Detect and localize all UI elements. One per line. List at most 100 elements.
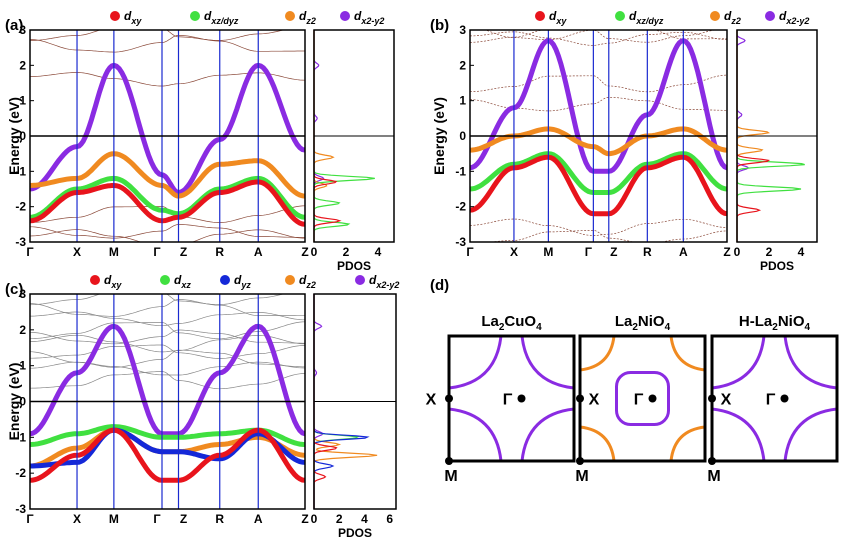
pdos-xlabel: PDOS [760, 259, 794, 273]
legend-label-dxz/dyz: dxz/dyz [629, 9, 664, 26]
kpath-label: Z [723, 245, 730, 259]
gamma-label: Γ [634, 392, 644, 409]
ytick-label: 3 [19, 23, 26, 37]
background-band [30, 334, 305, 353]
pdos-xlabel: PDOS [338, 526, 372, 538]
m-point [445, 457, 453, 465]
legend-dot-dx2-y2 [340, 11, 350, 21]
pdos-xtick-label: 4 [798, 245, 805, 259]
legend-label-dx2-y2: dx2-y2 [369, 273, 399, 290]
pdos-xlabel: PDOS [337, 259, 371, 273]
ytick-label: -3 [15, 502, 26, 516]
pdos-xtick-label: 0 [311, 512, 318, 526]
background-band [30, 344, 305, 359]
legend-label-dz2: dz2 [299, 273, 316, 290]
x-point [708, 394, 716, 403]
background-bands [470, 30, 727, 242]
fermi-box-title: La2CuO4 [481, 313, 542, 333]
ytick-label: -1 [15, 164, 26, 178]
fermi-arc [783, 407, 837, 461]
pdos-frame [313, 29, 395, 243]
fermi-contours [449, 336, 574, 461]
ytick-label: -2 [15, 200, 26, 214]
ytick-label: 3 [19, 287, 26, 301]
ytick-label: 2 [19, 323, 26, 337]
legend-dot-dxy [110, 11, 120, 21]
background-band [470, 74, 727, 93]
legend-label-dxz/dyz: dxz/dyz [204, 9, 239, 26]
legend-label-dyz: dyz [234, 273, 251, 290]
background-band [30, 361, 305, 376]
legend-label-dxy: dxy [104, 273, 122, 290]
x-label: X [721, 392, 732, 409]
m-point [576, 457, 584, 465]
fermi-arc [580, 336, 616, 372]
legend-dot-dxz [160, 275, 170, 285]
kpath-label: X [510, 245, 518, 259]
band-dz2 [30, 151, 305, 199]
legend-label-dx2-y2: dx2-y2 [354, 9, 384, 26]
background-band [30, 349, 305, 368]
pdos-xtick-label: 4 [361, 512, 368, 526]
background-band [470, 31, 727, 46]
y-axis-label: Energy (eV) [431, 97, 447, 175]
pdos-xtick-label: 4 [375, 245, 382, 259]
legend-dot-dz2 [285, 275, 295, 285]
fermi-arc [712, 336, 766, 390]
panel-label: (b) [430, 17, 449, 34]
kpath-label: R [215, 512, 224, 526]
ytick-label: 1 [19, 94, 26, 108]
panel-label: (c) [5, 281, 23, 298]
band-lines [30, 62, 305, 227]
pdos-xtick-label: 2 [766, 245, 773, 259]
background-band [30, 299, 305, 317]
legend-dot-dxz/dyz [615, 11, 625, 21]
pdos-xtick-label: 2 [343, 245, 350, 259]
kpath-label: M [543, 245, 553, 259]
fermi-arc [669, 336, 705, 372]
kpath-label: Γ [153, 512, 161, 526]
fermi-pocket [615, 371, 670, 426]
background-band [488, 230, 727, 242]
m-label: M [575, 468, 588, 485]
legend-label-dxy: dxy [549, 9, 567, 26]
band-dx2-y2 [30, 62, 305, 196]
m-point [708, 457, 716, 465]
background-band [30, 34, 305, 53]
band-dx2-y2 [30, 323, 305, 437]
legend-dot-dx2-y2 [765, 11, 775, 21]
gamma-point [780, 394, 789, 403]
band-lines [30, 323, 305, 483]
band-dxy [470, 154, 727, 217]
legend-dot-dz2 [285, 11, 295, 21]
background-band [30, 30, 285, 41]
background-band [30, 294, 285, 306]
ytick-label: 2 [19, 58, 26, 72]
background-band [30, 229, 305, 242]
legend-dot-dx2-y2 [355, 275, 365, 285]
legend-dot-dz2 [710, 11, 720, 21]
legend-dot-dyz [220, 275, 230, 285]
background-band [470, 30, 717, 43]
background-band [30, 224, 305, 239]
fermi-box-La2CuO4: La2CuO4 Γ X M [426, 313, 576, 485]
kpath-label: Γ [466, 245, 474, 259]
ytick-label: -3 [15, 235, 26, 249]
ytick-label: -3 [455, 235, 466, 249]
fermi-box-title: H-La2NiO4 [739, 313, 811, 333]
fermi-arc [449, 336, 503, 390]
kpath-label: R [215, 245, 224, 259]
x-label: X [426, 392, 437, 409]
ytick-label: 3 [459, 23, 466, 37]
background-bands [30, 294, 305, 390]
kpath-label: Z [301, 245, 308, 259]
kpath-label: Z [180, 512, 187, 526]
fermi-contours [712, 336, 837, 461]
ytick-label: -2 [455, 200, 466, 214]
fermi-contours [580, 336, 705, 461]
kpath-label: X [73, 512, 81, 526]
kpath-label: Γ [153, 245, 161, 259]
x-point [445, 394, 453, 403]
band-dxy [30, 427, 305, 483]
legend-dot-dxz/dyz [190, 11, 200, 21]
